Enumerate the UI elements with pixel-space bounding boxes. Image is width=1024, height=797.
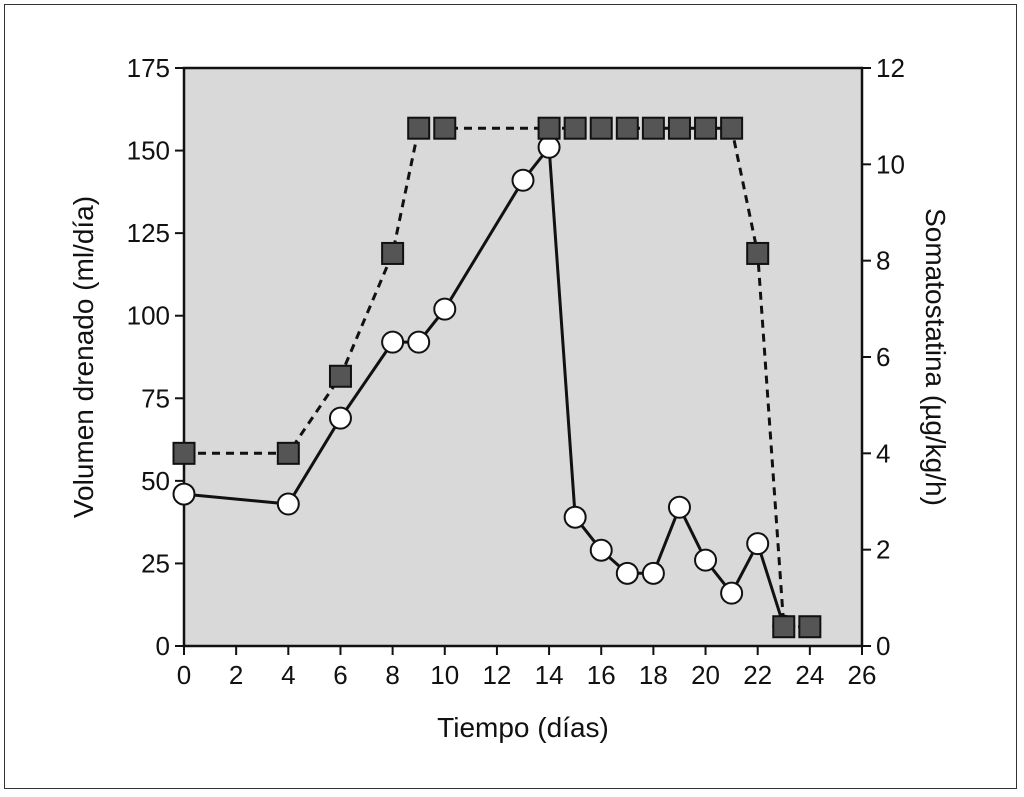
series-1-point xyxy=(720,581,744,605)
series-2-point xyxy=(276,441,300,465)
figure-frame xyxy=(4,4,1017,789)
y-tick-label-right: 10 xyxy=(876,149,905,179)
y-tick-label-left: 100 xyxy=(127,301,170,331)
series-2-point xyxy=(433,116,457,140)
y-tick-label-right: 12 xyxy=(876,53,905,83)
series-1-point xyxy=(276,492,300,516)
series-1-point xyxy=(615,561,639,585)
x-tick-label: 16 xyxy=(587,660,616,690)
x-tick-label: 4 xyxy=(281,660,295,690)
series-2-point xyxy=(328,364,352,388)
x-tick-label: 20 xyxy=(691,660,720,690)
series-1-point xyxy=(746,532,770,556)
series-1-point xyxy=(328,406,352,430)
series-1-point xyxy=(511,168,535,192)
y-axis-title-left: Volumen drenado (ml/día) xyxy=(68,196,99,518)
series-2-point xyxy=(667,116,691,140)
y-axis-title-right: Somatostatina (µg/kg/h) xyxy=(920,208,951,506)
series-2-point xyxy=(720,116,744,140)
y-tick-label-left: 50 xyxy=(141,466,170,496)
x-axis-title: Tiempo (días) xyxy=(437,712,609,743)
x-tick-label: 10 xyxy=(430,660,459,690)
series-2-point xyxy=(381,241,405,265)
x-tick-label: 22 xyxy=(743,660,772,690)
series-1-point xyxy=(407,330,431,354)
series-1-point xyxy=(381,330,405,354)
series-2-point xyxy=(172,441,196,465)
series-2-point xyxy=(694,116,718,140)
x-tick-label: 2 xyxy=(229,660,243,690)
x-tick-label: 14 xyxy=(535,660,564,690)
y-tick-label-left: 150 xyxy=(127,136,170,166)
y-tick-label-right: 8 xyxy=(876,246,890,276)
plot-area xyxy=(184,68,862,646)
series-1-point xyxy=(694,548,718,572)
series-2-point xyxy=(798,615,822,639)
series-2-point xyxy=(641,116,665,140)
x-tick-label: 12 xyxy=(482,660,511,690)
series-2-point xyxy=(589,116,613,140)
y-tick-label-left: 125 xyxy=(127,218,170,248)
y-tick-label-right: 6 xyxy=(876,342,890,372)
series-2-point xyxy=(772,615,796,639)
x-tick-label: 6 xyxy=(333,660,347,690)
series-1-point xyxy=(667,495,691,519)
y-tick-label-right: 2 xyxy=(876,535,890,565)
series-markers xyxy=(172,116,822,639)
series-1-point xyxy=(537,135,561,159)
series-2-point xyxy=(615,116,639,140)
series-2-point xyxy=(537,116,561,140)
axes: 0 2 4 6 8 10 12 14 16 18 20 22 24 2602550751001251501… xyxy=(127,53,905,690)
series-1-point xyxy=(433,297,457,321)
y-tick-label-left: 25 xyxy=(141,548,170,578)
series-1-point xyxy=(589,538,613,562)
y-tick-label-left: 0 xyxy=(156,631,170,661)
x-tick-label: 8 xyxy=(385,660,399,690)
series-1-point xyxy=(172,482,196,506)
series-2-point xyxy=(746,241,770,265)
y-tick-label-left: 175 xyxy=(127,53,170,83)
x-tick-label: 18 xyxy=(639,660,668,690)
y-tick-label-right: 0 xyxy=(876,631,890,661)
x-tick-label: 24 xyxy=(795,660,824,690)
series-1-point xyxy=(563,505,587,529)
y-tick-label-left: 75 xyxy=(141,383,170,413)
series-1-point xyxy=(641,561,665,585)
series-2-point xyxy=(563,116,587,140)
series-2-point xyxy=(407,116,431,140)
x-tick-label: 0 xyxy=(177,660,191,690)
y-tick-label-right: 4 xyxy=(876,438,890,468)
series-2-line xyxy=(184,126,810,629)
x-tick-label: 26 xyxy=(848,660,877,690)
